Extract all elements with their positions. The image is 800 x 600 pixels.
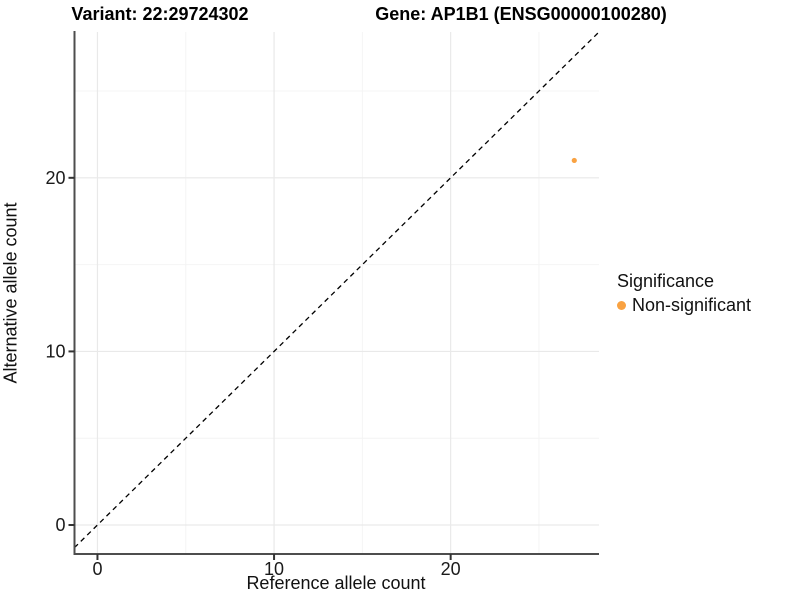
- x-tick-label: 0: [92, 559, 102, 579]
- legend-item-label: Non-significant: [632, 294, 752, 315]
- circle-marker-icon: [617, 300, 626, 310]
- data-point: [571, 157, 577, 164]
- legend-item-non-significant: Non-significant: [617, 295, 751, 315]
- y-tick-label: 20: [45, 168, 65, 188]
- plot-title-gene: Gene: AP1B1 (ENSG00000100280): [375, 4, 667, 24]
- y-tick-label: 10: [45, 341, 65, 361]
- x-tick-label: 10: [264, 559, 284, 579]
- y-tick-label: 0: [55, 515, 65, 535]
- x-tick-label: 20: [441, 559, 461, 579]
- legend-title: Significance: [617, 271, 715, 291]
- legend: Significance Non-significant: [617, 271, 751, 315]
- plot-title-variant: Variant: 22:29724302: [71, 4, 249, 24]
- y-axis-title: Alternative allele count: [0, 202, 21, 384]
- x-axis-title: Reference allele count: [246, 573, 426, 593]
- identity-reference-line: [74, 32, 599, 549]
